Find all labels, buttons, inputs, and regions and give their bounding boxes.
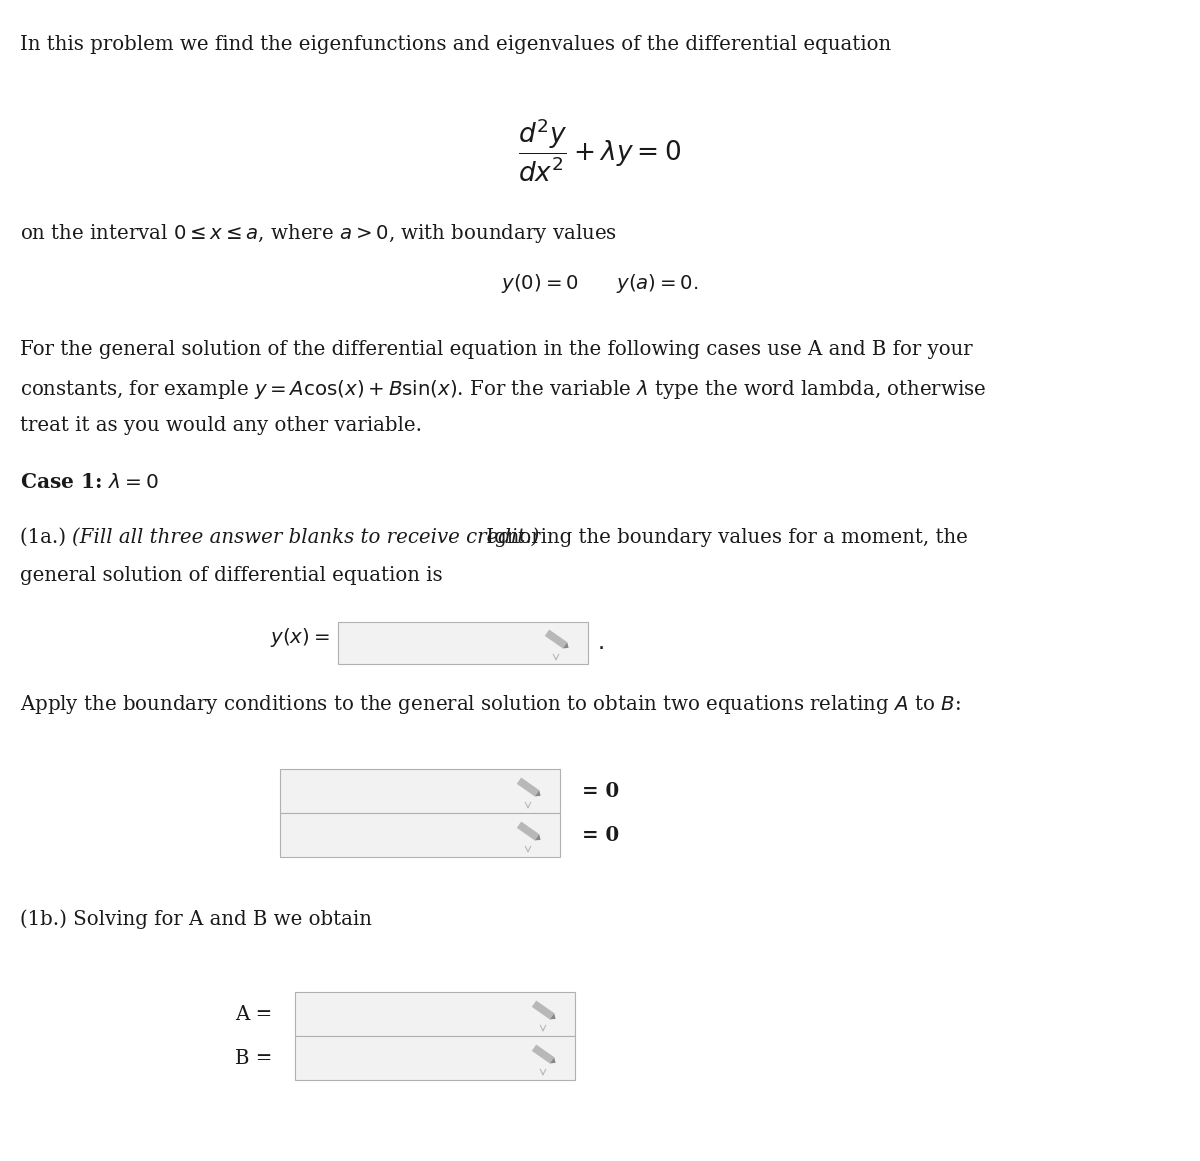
Text: In this problem we find the eigenfunctions and eigenvalues of the differential e: In this problem we find the eigenfunctio… <box>20 35 892 55</box>
Text: Case 1: $\lambda = 0$: Case 1: $\lambda = 0$ <box>20 473 158 492</box>
Polygon shape <box>545 629 568 649</box>
Text: general solution of differential equation is: general solution of differential equatio… <box>20 567 443 585</box>
Polygon shape <box>550 1014 556 1019</box>
Text: $\dfrac{d^2y}{dx^2} + \lambda y = 0$: $\dfrac{d^2y}{dx^2} + \lambda y = 0$ <box>518 117 682 185</box>
Polygon shape <box>550 1058 556 1063</box>
Text: A =: A = <box>235 1004 272 1024</box>
Polygon shape <box>517 778 539 796</box>
Text: on the interval $0 \leq x \leq a$, where $a > 0$, with boundary values: on the interval $0 \leq x \leq a$, where… <box>20 222 617 245</box>
Polygon shape <box>563 642 569 649</box>
Polygon shape <box>535 834 541 841</box>
Text: B =: B = <box>235 1048 272 1067</box>
Text: For the general solution of the differential equation in the following cases use: For the general solution of the differen… <box>20 340 973 359</box>
Text: (Fill all three answer blanks to receive credit.): (Fill all three answer blanks to receive… <box>72 528 539 547</box>
Polygon shape <box>535 791 541 796</box>
Text: Apply the boundary conditions to the general solution to obtain two equations re: Apply the boundary conditions to the gen… <box>20 693 961 716</box>
Text: (1a.): (1a.) <box>20 528 72 547</box>
Bar <box>280 813 560 857</box>
Text: Ignoring the boundary values for a moment, the: Ignoring the boundary values for a momen… <box>480 528 968 547</box>
Text: .: . <box>598 633 605 652</box>
Bar <box>295 991 575 1036</box>
Bar <box>295 1036 575 1080</box>
Polygon shape <box>517 822 539 841</box>
Text: = 0: = 0 <box>582 781 619 801</box>
Bar <box>338 622 588 664</box>
Text: (1b.) Solving for A and B we obtain: (1b.) Solving for A and B we obtain <box>20 909 372 929</box>
Text: = 0: = 0 <box>582 825 619 845</box>
Text: constants, for example $y = A\cos(x) + B\sin(x)$. For the variable $\lambda$ typ: constants, for example $y = A\cos(x) + B… <box>20 378 986 401</box>
Text: treat it as you would any other variable.: treat it as you would any other variable… <box>20 416 422 435</box>
Bar <box>280 769 560 813</box>
Polygon shape <box>532 1045 554 1063</box>
Polygon shape <box>532 1001 554 1019</box>
Text: $y(0) = 0 \qquad y(a) = 0.$: $y(0) = 0 \qquad y(a) = 0.$ <box>502 272 698 295</box>
Text: $y(x) =$: $y(x) =$ <box>270 626 330 649</box>
